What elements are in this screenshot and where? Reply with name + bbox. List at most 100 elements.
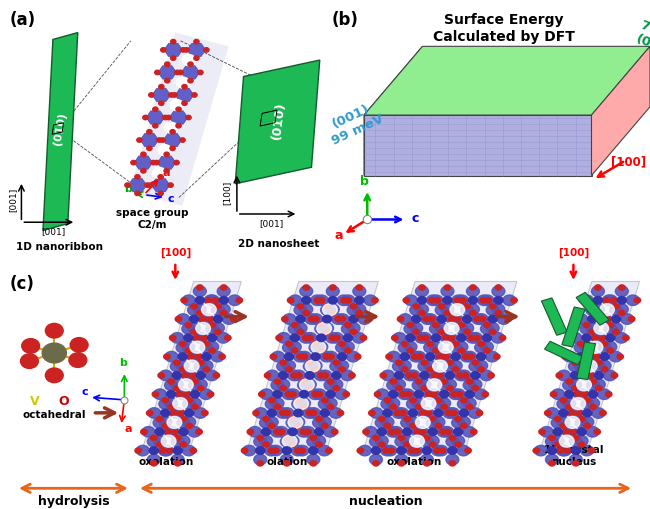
Circle shape: [260, 389, 273, 400]
Circle shape: [484, 322, 490, 328]
Circle shape: [616, 286, 629, 297]
Circle shape: [176, 107, 181, 111]
Circle shape: [177, 417, 190, 428]
Circle shape: [372, 298, 378, 303]
Circle shape: [186, 116, 191, 120]
Circle shape: [414, 448, 421, 453]
Circle shape: [480, 370, 493, 381]
Circle shape: [571, 398, 586, 410]
Circle shape: [273, 390, 282, 398]
Circle shape: [597, 314, 610, 324]
Circle shape: [558, 370, 570, 381]
Circle shape: [415, 286, 428, 297]
Circle shape: [161, 48, 166, 52]
Circle shape: [274, 429, 280, 434]
Circle shape: [395, 436, 408, 447]
Circle shape: [345, 298, 352, 303]
Circle shape: [444, 322, 459, 334]
Circle shape: [158, 175, 163, 179]
Circle shape: [188, 323, 200, 333]
Circle shape: [184, 360, 199, 372]
Circle shape: [400, 391, 406, 397]
Circle shape: [193, 335, 200, 341]
Circle shape: [283, 314, 296, 324]
Circle shape: [437, 354, 443, 359]
Circle shape: [305, 429, 311, 434]
Circle shape: [166, 116, 171, 120]
Circle shape: [302, 354, 308, 359]
Circle shape: [161, 409, 170, 417]
Circle shape: [589, 304, 595, 309]
Circle shape: [582, 334, 591, 342]
Circle shape: [317, 334, 326, 342]
Circle shape: [341, 370, 354, 381]
Circle shape: [591, 332, 604, 343]
Circle shape: [412, 380, 425, 390]
Circle shape: [166, 448, 173, 453]
Circle shape: [283, 343, 296, 353]
Circle shape: [220, 310, 227, 316]
Circle shape: [172, 93, 177, 97]
Circle shape: [445, 410, 452, 416]
Circle shape: [430, 416, 436, 421]
Circle shape: [289, 324, 301, 334]
Circle shape: [424, 435, 430, 440]
Circle shape: [452, 341, 459, 347]
Circle shape: [395, 455, 408, 465]
Circle shape: [410, 398, 416, 403]
Circle shape: [439, 390, 448, 398]
Circle shape: [341, 324, 354, 334]
Circle shape: [192, 93, 197, 97]
Circle shape: [447, 386, 453, 391]
Circle shape: [183, 399, 196, 409]
Circle shape: [577, 341, 584, 347]
Circle shape: [188, 380, 202, 390]
Circle shape: [410, 305, 422, 315]
Circle shape: [404, 324, 417, 334]
Circle shape: [312, 391, 318, 397]
Circle shape: [159, 370, 172, 381]
Circle shape: [450, 304, 465, 316]
Circle shape: [560, 398, 567, 403]
Text: (c): (c): [10, 275, 34, 293]
Circle shape: [170, 408, 183, 418]
Circle shape: [592, 304, 604, 315]
Circle shape: [433, 322, 439, 328]
Circle shape: [617, 354, 623, 359]
Circle shape: [441, 427, 454, 437]
Circle shape: [577, 379, 592, 391]
Circle shape: [398, 461, 405, 466]
Circle shape: [157, 138, 162, 142]
Circle shape: [604, 295, 617, 305]
Circle shape: [441, 286, 454, 297]
Circle shape: [429, 370, 442, 381]
Circle shape: [458, 417, 471, 427]
Circle shape: [566, 404, 573, 410]
Circle shape: [551, 391, 557, 397]
Circle shape: [474, 335, 480, 341]
Circle shape: [179, 341, 186, 347]
Circle shape: [200, 360, 213, 371]
Circle shape: [467, 379, 473, 384]
Circle shape: [185, 409, 194, 417]
Circle shape: [241, 448, 248, 453]
Circle shape: [441, 404, 447, 410]
Circle shape: [180, 442, 187, 447]
Circle shape: [281, 317, 288, 322]
Circle shape: [356, 310, 363, 316]
Circle shape: [469, 408, 482, 418]
Circle shape: [303, 408, 316, 418]
Circle shape: [400, 353, 410, 360]
Circle shape: [443, 379, 456, 390]
Circle shape: [347, 323, 360, 333]
Circle shape: [242, 445, 255, 456]
Circle shape: [621, 314, 634, 324]
Circle shape: [452, 367, 459, 372]
Circle shape: [560, 423, 567, 429]
Circle shape: [190, 448, 196, 453]
Text: b: b: [124, 184, 132, 194]
Circle shape: [419, 410, 426, 416]
Circle shape: [324, 380, 337, 390]
Circle shape: [311, 341, 326, 353]
Circle shape: [343, 391, 350, 397]
